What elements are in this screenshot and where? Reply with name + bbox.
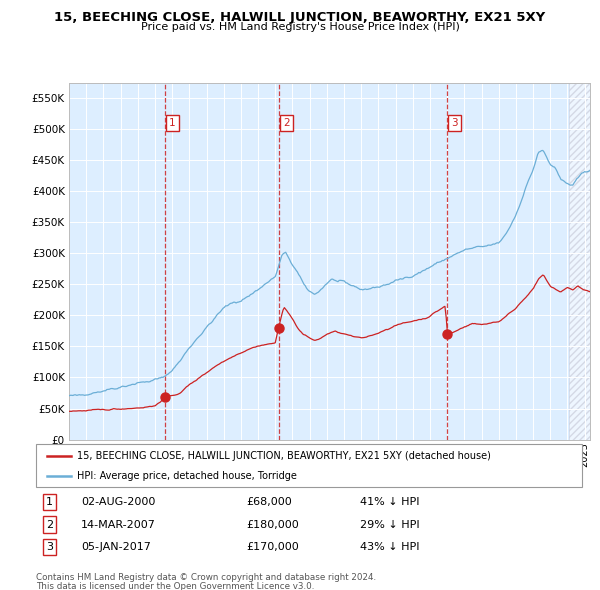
Text: 41% ↓ HPI: 41% ↓ HPI [360,497,419,507]
Text: HPI: Average price, detached house, Torridge: HPI: Average price, detached house, Torr… [77,471,297,481]
Text: 02-AUG-2000: 02-AUG-2000 [81,497,155,507]
Text: 1: 1 [46,497,53,507]
Text: 2: 2 [46,520,53,529]
Text: 15, BEECHING CLOSE, HALWILL JUNCTION, BEAWORTHY, EX21 5XY (detached house): 15, BEECHING CLOSE, HALWILL JUNCTION, BE… [77,451,491,461]
Text: £68,000: £68,000 [246,497,292,507]
Text: This data is licensed under the Open Government Licence v3.0.: This data is licensed under the Open Gov… [36,582,314,590]
Text: 3: 3 [452,118,458,128]
Text: 2: 2 [283,118,290,128]
Text: 05-JAN-2017: 05-JAN-2017 [81,542,151,552]
Text: 29% ↓ HPI: 29% ↓ HPI [360,520,419,529]
Text: £170,000: £170,000 [246,542,299,552]
Text: 43% ↓ HPI: 43% ↓ HPI [360,542,419,552]
Text: 15, BEECHING CLOSE, HALWILL JUNCTION, BEAWORTHY, EX21 5XY: 15, BEECHING CLOSE, HALWILL JUNCTION, BE… [55,11,545,24]
Text: Price paid vs. HM Land Registry's House Price Index (HPI): Price paid vs. HM Land Registry's House … [140,22,460,32]
Text: 1: 1 [169,118,176,128]
Text: 3: 3 [46,542,53,552]
Text: Contains HM Land Registry data © Crown copyright and database right 2024.: Contains HM Land Registry data © Crown c… [36,573,376,582]
Text: £180,000: £180,000 [246,520,299,529]
FancyBboxPatch shape [36,444,582,487]
Text: 14-MAR-2007: 14-MAR-2007 [81,520,156,529]
Bar [569,83,590,440]
